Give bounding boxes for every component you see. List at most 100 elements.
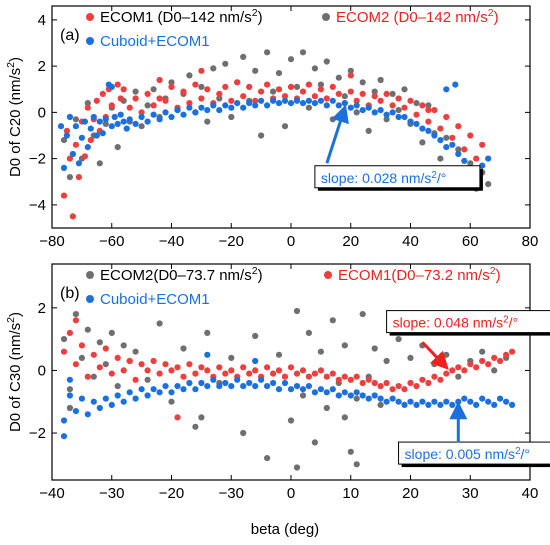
panel-a-points	[57, 49, 492, 220]
point-cuboid-36	[275, 386, 283, 393]
point-ecom2-33	[258, 132, 265, 139]
point-ecom1-30	[186, 100, 193, 107]
point-ecom1-62	[431, 373, 438, 380]
point-ecom2-21	[240, 429, 247, 437]
point-ecom1-4	[72, 141, 79, 148]
point-ecom2-45	[329, 116, 336, 123]
point-cuboid-34	[192, 109, 199, 116]
panel-b-points	[60, 307, 516, 471]
point-ecom1-6	[96, 364, 103, 371]
point-ecom2-9	[114, 144, 121, 151]
point-cuboid-53	[305, 97, 312, 104]
point-ecom2-51	[365, 127, 372, 134]
point-cuboid-18	[168, 389, 175, 396]
point-ecom2-50	[491, 367, 498, 374]
point-ecom2-32	[252, 67, 259, 74]
point-ecom2-42	[395, 336, 402, 343]
point-cuboid-26	[216, 383, 223, 390]
point-cuboid-21	[120, 118, 127, 125]
point-ecom1-66	[455, 364, 462, 371]
point-ecom2-23	[264, 455, 271, 462]
annotation-box	[314, 165, 481, 189]
point-ecom1-62	[377, 97, 384, 104]
point-cuboid-68	[395, 113, 402, 121]
point-cuboid-42	[240, 104, 247, 111]
point-cuboid-51	[293, 97, 301, 104]
point-ecom1-75	[508, 348, 516, 355]
point-ecom2-37	[359, 311, 366, 318]
point-ecom1-64	[389, 102, 396, 109]
y-tick-label: 2	[38, 300, 46, 317]
panel-b-ylabel: D0 of C30 (nm/s2)	[5, 312, 24, 432]
point-ecom1-13	[138, 361, 145, 368]
point-cuboid-75	[508, 401, 516, 408]
point-ecom1-61	[371, 93, 378, 100]
point-ecom2-26	[216, 95, 223, 102]
point-ecom2-45	[431, 361, 438, 368]
point-ecom2-16	[180, 345, 187, 352]
point-ecom1-57	[347, 88, 354, 95]
point-ecom1-24	[150, 102, 157, 109]
point-ecom2-54	[198, 414, 205, 421]
point-ecom1-77	[174, 414, 181, 421]
point-ecom2-26	[293, 307, 301, 315]
point-ecom1-75	[455, 123, 462, 130]
point-ecom1-67	[461, 367, 468, 374]
x-tick-label: −60	[99, 233, 124, 250]
point-cuboid-55	[389, 395, 396, 402]
point-ecom1-59	[413, 383, 420, 390]
point-cuboid-3	[66, 113, 73, 121]
y-tick-label: 0	[38, 362, 46, 379]
point-cuboid-45	[329, 386, 336, 393]
point-ecom2-28	[305, 329, 312, 336]
point-ecom1-19	[120, 86, 127, 93]
point-cuboid-79	[66, 376, 73, 383]
point-ecom1-22	[192, 370, 199, 377]
point-ecom1-72	[437, 125, 444, 132]
point-cuboid-80	[461, 157, 468, 164]
point-ecom1-65	[395, 95, 402, 102]
point-cuboid-15	[102, 116, 109, 123]
point-ecom1-71	[431, 107, 438, 114]
point-cuboid-9	[84, 144, 91, 151]
point-ecom1-5	[90, 351, 97, 358]
point-cuboid-59	[341, 100, 348, 107]
point-cuboid-6	[75, 160, 82, 167]
point-cuboid-62	[359, 107, 366, 114]
point-ecom1-63	[437, 376, 444, 383]
point-ecom1-61	[425, 379, 432, 387]
point-ecom1-49	[299, 88, 307, 95]
point-ecom1-72	[491, 354, 498, 361]
point-ecom2-71	[485, 181, 492, 188]
x-tick-label: 40	[522, 485, 539, 502]
point-ecom1-54	[329, 83, 336, 90]
point-cuboid-13	[96, 118, 103, 125]
point-ecom2-23	[198, 83, 205, 90]
point-ecom1-18	[168, 367, 175, 374]
point-ecom1-65	[449, 367, 456, 374]
point-cuboid-69	[473, 401, 480, 408]
point-cuboid-45	[258, 97, 265, 104]
point-ecom2-14	[156, 320, 163, 327]
point-cuboid-63	[365, 104, 372, 111]
legend-label-ecom1: ECOM1 (D0–142 nm/s2)	[100, 7, 263, 26]
point-ecom1-78	[473, 155, 480, 162]
point-ecom2-35	[270, 88, 277, 95]
point-ecom1-17	[114, 81, 121, 88]
point-cuboid-11	[90, 113, 97, 121]
point-ecom2-18	[204, 329, 211, 336]
point-ecom1-40	[299, 367, 307, 374]
point-cuboid-64	[443, 398, 450, 405]
point-ecom2-30	[240, 53, 247, 61]
point-ecom2-9	[114, 383, 121, 390]
point-ecom1-3	[69, 213, 76, 220]
point-ecom2-17	[192, 423, 199, 430]
point-ecom1-48	[347, 376, 354, 383]
point-ecom2-54	[383, 116, 390, 123]
panel-b-label: (b)	[60, 285, 80, 302]
point-ecom1-55	[335, 90, 342, 97]
point-cuboid-37	[281, 379, 289, 387]
point-ecom2-21	[186, 72, 193, 79]
point-ecom2-3	[78, 354, 85, 361]
point-ecom2-0	[60, 336, 68, 343]
